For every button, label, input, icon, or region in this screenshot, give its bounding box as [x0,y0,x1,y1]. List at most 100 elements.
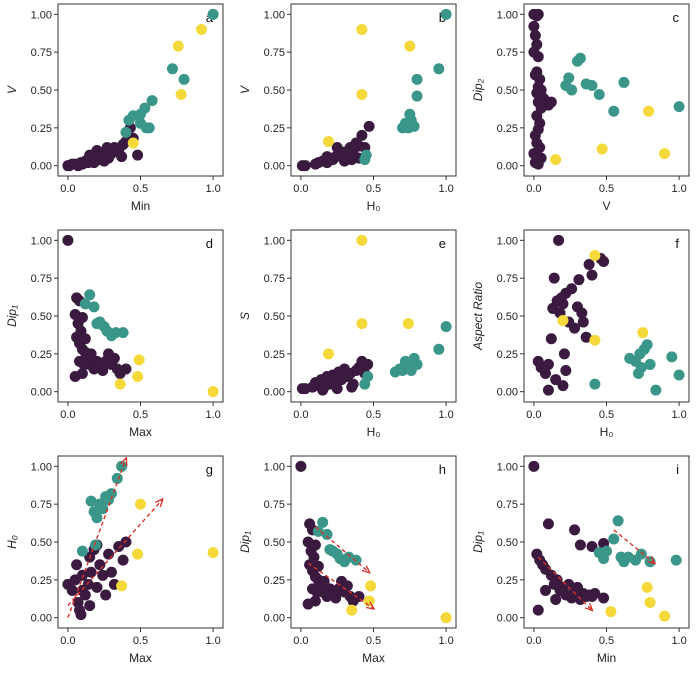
point-dark [338,155,350,167]
y-tick-label: 0.00 [497,387,518,399]
point-dark [589,587,601,599]
trend-arrow [537,556,592,610]
x-axis-label: H₀ [600,425,614,439]
point-dark [66,584,78,596]
x-tick-label: 0.5 [133,183,148,195]
point-dark [331,383,343,395]
y-tick-label: 0.00 [31,613,52,625]
point-dark [532,51,544,63]
point-dark [528,460,540,472]
point-teal [362,371,374,383]
point-yellow [356,23,368,35]
point-dark [574,539,586,551]
point-dark [62,234,74,246]
point-dark [105,566,117,578]
point-dark [318,575,330,587]
point-yellow [127,137,139,149]
point-teal [84,289,96,301]
point-teal [433,343,445,355]
point-dark [542,518,554,530]
point-yellow [605,606,617,618]
point-teal [411,73,423,85]
point-yellow [644,597,656,609]
x-tick-label: 1.0 [205,183,220,195]
point-yellow [175,89,187,101]
point-yellow [356,318,368,330]
point-dark [598,256,610,268]
panel-letter: i [676,462,679,477]
x-tick-label: 0.0 [293,183,308,195]
x-tick-label: 0.0 [526,635,541,647]
point-teal [360,149,372,161]
point-teal [317,516,329,528]
point-teal [635,548,647,560]
point-dark [84,600,96,612]
point-dark [120,536,132,548]
point-teal [321,528,333,540]
panel-letter: h [439,462,446,477]
point-yellow [132,371,144,383]
point-yellow [637,327,649,339]
scatter-panel-a: 0.00.51.00.000.250.500.751.00MinVa [5,3,224,213]
point-yellow [402,318,414,330]
point-dark [117,554,129,566]
point-teal [117,327,129,339]
y-axis-label: V [238,85,252,94]
x-tick-label: 1.0 [671,409,686,421]
point-dark [299,160,311,172]
y-tick-label: 0.75 [497,499,518,511]
point-yellow [322,348,334,360]
point-dark [569,322,581,334]
point-teal [88,301,100,313]
y-axis-label: Dip₁ [5,305,19,327]
y-tick-label: 0.50 [497,85,518,97]
point-yellow [596,143,608,155]
y-tick-label: 0.00 [497,613,518,625]
point-dark [317,384,329,396]
x-tick-label: 1.0 [671,183,686,195]
x-tick-label: 0.5 [366,635,381,647]
y-tick-label: 0.75 [31,47,52,59]
point-teal [408,120,420,132]
point-dark [551,574,563,586]
x-tick-label: 0.5 [133,409,148,421]
point-dark [353,590,365,602]
point-dark [529,30,541,42]
point-dark [101,142,113,154]
point-dark [576,307,588,319]
point-yellow [116,580,128,592]
y-tick-label: 0.00 [264,387,285,399]
y-tick-label: 0.25 [497,575,518,587]
x-tick-label: 1.0 [205,635,220,647]
x-axis-label: Min [131,199,150,213]
point-dark [528,20,540,32]
point-dark [540,368,552,380]
point-yellow [404,40,416,52]
point-dark [103,548,115,560]
point-dark [75,609,87,621]
point-dark [583,259,595,271]
y-axis-label: Dip₂ [471,78,485,101]
point-teal [612,515,624,527]
trend-arrow [613,529,655,563]
point-dark [362,358,374,370]
point-teal [139,102,151,114]
x-tick-label: 0.5 [599,635,614,647]
x-tick-label: 0.0 [526,183,541,195]
point-dark [330,592,342,604]
point-yellow [589,334,601,346]
point-dark [535,152,547,164]
x-tick-label: 0.0 [293,409,308,421]
y-tick-label: 0.25 [497,349,518,361]
x-tick-label: 0.5 [366,183,381,195]
point-yellow [550,154,562,166]
point-teal [589,378,601,390]
scatter-panel-h: 0.0 0.5 1.0 0.00 0.25 0.50 0.75 1.00 Max Dip₁ h [238,455,457,665]
point-teal [641,339,653,351]
point-dark [94,559,106,571]
point-teal [97,503,109,515]
trend-arrow [67,459,126,618]
point-dark [550,374,562,386]
point-dark [550,594,562,606]
point-dark [356,129,368,141]
